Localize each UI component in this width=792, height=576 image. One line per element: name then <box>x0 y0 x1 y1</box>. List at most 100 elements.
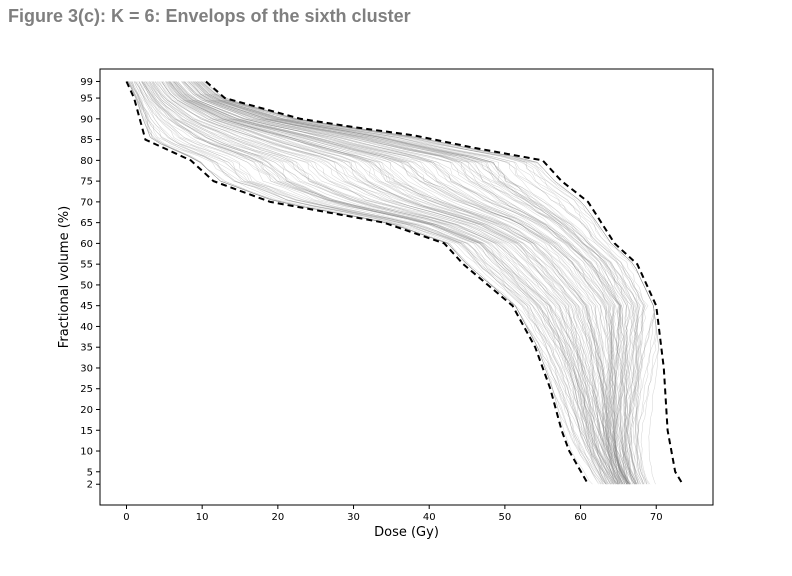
cluster-curve <box>171 81 623 485</box>
cluster-curve <box>204 81 641 485</box>
y-tick-label: 40 <box>80 322 93 333</box>
y-tick-label: 50 <box>80 280 93 291</box>
cluster-curve <box>195 81 655 485</box>
cluster-curve <box>151 81 607 485</box>
cluster-curve <box>186 81 619 485</box>
cluster-curve <box>152 81 624 485</box>
y-tick-label: 90 <box>80 114 93 125</box>
cluster-curve <box>173 81 629 485</box>
cluster-curve <box>138 81 618 485</box>
cluster-curve <box>168 81 643 485</box>
cluster-curve <box>181 81 628 485</box>
y-tick-label: 75 <box>80 177 93 188</box>
cluster-curve <box>189 81 620 485</box>
x-tick-label: 50 <box>499 512 512 523</box>
cluster-curve <box>130 81 613 485</box>
cluster-curve <box>170 81 616 485</box>
cluster-curve <box>174 81 625 485</box>
cluster-curve <box>181 81 641 485</box>
cluster-curve <box>131 81 614 485</box>
cluster-curve <box>127 81 616 485</box>
cluster-curve <box>196 81 646 485</box>
cluster-curve <box>143 81 628 485</box>
cluster-curve <box>130 81 610 485</box>
cluster-curve <box>145 81 614 485</box>
y-tick-label: 99 <box>80 77 93 88</box>
cluster-curve <box>138 81 614 485</box>
cluster-curve <box>188 81 637 485</box>
x-tick-label: 0 <box>123 512 129 523</box>
cluster-curve <box>138 81 632 485</box>
cluster-curve <box>167 81 638 485</box>
x-tick-label: 30 <box>347 512 360 523</box>
cluster-curve <box>199 81 660 485</box>
cluster-curve <box>160 81 628 485</box>
cluster-curve <box>134 81 599 485</box>
cluster-curve <box>184 81 639 485</box>
y-tick-label: 30 <box>80 363 93 374</box>
cluster-curve <box>132 81 593 485</box>
y-tick-label: 15 <box>80 426 93 437</box>
cluster-curve <box>161 81 621 485</box>
cluster-curve <box>190 81 631 485</box>
cluster-curve <box>153 81 627 485</box>
cluster-curve <box>161 81 636 485</box>
cluster-curve <box>127 81 607 485</box>
cluster-curve <box>135 81 601 485</box>
envelope-upper-line <box>205 80 684 485</box>
x-tick-label: 20 <box>271 512 284 523</box>
cluster-curve <box>149 81 619 485</box>
cluster-curve <box>172 81 629 485</box>
cluster-curve <box>148 81 620 485</box>
cluster-curve <box>173 81 628 485</box>
cluster-curve <box>183 81 621 485</box>
cluster-curve <box>188 81 648 485</box>
cluster-curve <box>141 81 619 485</box>
cluster-curve <box>128 81 604 485</box>
cluster-curve <box>143 81 612 485</box>
cluster-curve <box>131 81 618 485</box>
y-tick-label: 10 <box>80 447 93 458</box>
cluster-curve <box>172 81 616 485</box>
cluster-curve <box>197 81 642 485</box>
cluster-curve <box>173 81 644 485</box>
cluster-curve <box>201 81 657 485</box>
cluster-curve <box>137 81 630 485</box>
cluster-curve <box>200 81 655 485</box>
cluster-curves <box>127 81 660 485</box>
cluster-curve <box>155 81 629 485</box>
cluster-curve <box>168 81 611 485</box>
cluster-curve <box>146 81 617 485</box>
y-tick-label: 25 <box>80 384 93 395</box>
cluster-curve <box>161 81 622 485</box>
y-tick-label: 20 <box>80 405 93 416</box>
cluster-curve <box>204 81 649 485</box>
cluster-curve <box>174 81 645 485</box>
cluster-curve <box>196 81 644 485</box>
cluster-curve <box>133 81 607 485</box>
y-tick-label: 55 <box>80 260 93 271</box>
cluster-curve <box>202 81 641 485</box>
cluster-curve <box>194 81 635 485</box>
cluster-curve <box>183 81 622 485</box>
cluster-curve <box>184 81 640 485</box>
cluster-curve <box>142 81 619 485</box>
cluster-curve <box>145 81 624 485</box>
cluster-curve <box>147 81 622 485</box>
x-tick-label: 40 <box>423 512 436 523</box>
cluster-curve <box>197 81 638 485</box>
cluster-curve <box>195 81 624 485</box>
x-tick-label: 10 <box>196 512 209 523</box>
cluster-curve <box>129 81 630 485</box>
cluster-curve <box>169 81 626 485</box>
y-tick-label: 70 <box>80 197 93 208</box>
cluster-curve <box>166 81 627 485</box>
cluster-curve <box>159 81 616 485</box>
cluster-curve <box>169 81 635 485</box>
cluster-curve <box>177 81 624 485</box>
cluster-curve <box>175 81 621 485</box>
cluster-curve <box>142 81 625 485</box>
cluster-curve <box>187 81 641 485</box>
cluster-curve <box>169 81 623 485</box>
cluster-curve <box>192 81 632 485</box>
